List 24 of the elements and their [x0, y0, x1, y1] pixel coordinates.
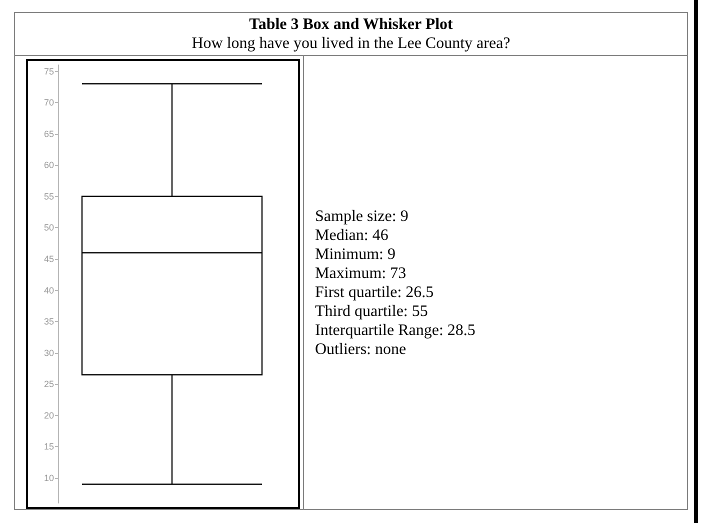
text: Interquartile Range: 28.5: [315, 321, 476, 340]
y-tick-label: 40: [44, 285, 54, 296]
y-tick-label: 50: [44, 222, 54, 233]
y-tick-label: 55: [44, 191, 54, 202]
y-tick-label: 60: [44, 160, 54, 170]
y-tick-label: 45: [44, 254, 54, 264]
y-tick-label: 25: [44, 379, 54, 390]
text: Minimum: 9: [315, 245, 396, 264]
text: Outliers: none: [315, 340, 408, 359]
y-tick-label: 35: [44, 316, 54, 327]
text: First quartile: 26.5: [315, 283, 435, 302]
text: Median: 46: [315, 226, 390, 245]
text: Table 3 Box and Whisker Plot: [248, 15, 454, 34]
y-tick-label: 15: [44, 442, 54, 452]
y-tick-label: 75: [44, 66, 54, 76]
text: How long have you lived in the Lee County area?: [190, 34, 512, 53]
y-tick-label: 30: [44, 348, 54, 358]
y-tick-label: 70: [44, 98, 54, 108]
y-tick-label: 10: [44, 472, 54, 483]
text: Sample size: 9: [315, 207, 410, 226]
text: Maximum: 73: [315, 264, 408, 283]
text: Third quartile: 55: [315, 302, 429, 321]
y-tick-label: 20: [44, 410, 54, 420]
y-tick-label: 65: [44, 128, 54, 139]
